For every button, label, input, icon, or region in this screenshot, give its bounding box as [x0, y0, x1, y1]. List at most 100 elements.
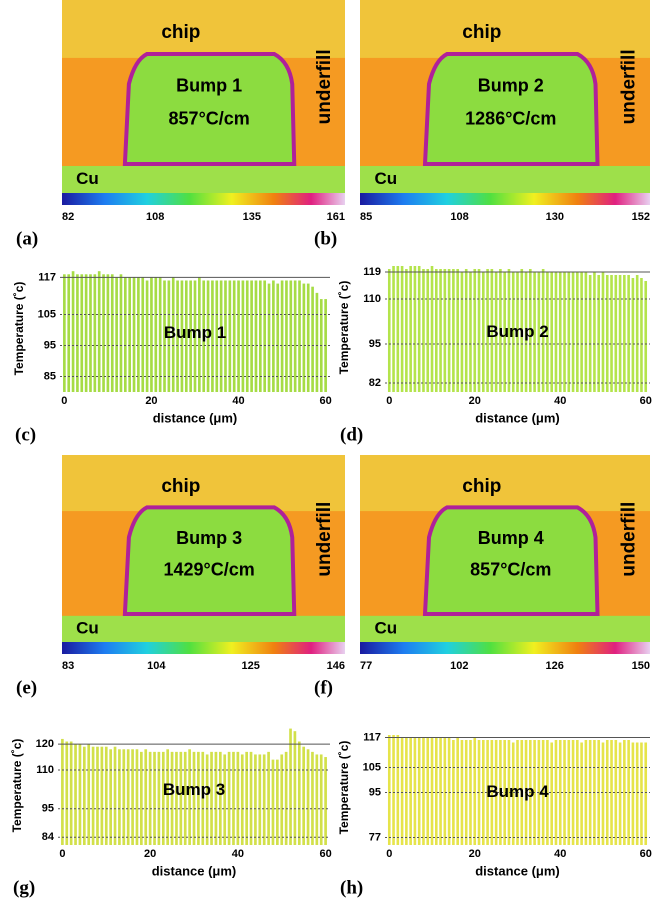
bar — [409, 737, 412, 845]
bar — [78, 744, 82, 845]
bar — [97, 271, 101, 392]
chip-label: chip — [462, 476, 501, 497]
bar — [170, 751, 174, 845]
bar — [635, 742, 639, 845]
bar — [434, 269, 438, 392]
bar — [422, 269, 425, 392]
x-tick-label: 40 — [554, 395, 566, 407]
bar — [494, 272, 498, 392]
bar — [311, 286, 314, 392]
bar — [392, 735, 395, 845]
colorbar-tick-label: 130 — [546, 211, 564, 223]
x-tick-label: 0 — [386, 395, 392, 407]
bar — [576, 272, 579, 392]
bar — [258, 280, 262, 392]
bar — [232, 751, 235, 845]
bar — [61, 738, 64, 845]
colorbar — [62, 642, 345, 654]
cu-layer — [360, 615, 650, 642]
cu-layer — [360, 165, 650, 193]
bar — [529, 269, 532, 392]
bar — [550, 272, 553, 392]
bar — [258, 754, 262, 845]
x-tick-label: 60 — [640, 395, 652, 407]
bar — [293, 731, 297, 845]
bar — [175, 751, 178, 845]
bar — [131, 749, 134, 845]
cu-label: Cu — [76, 169, 99, 188]
bar — [387, 269, 391, 392]
y-tick-label: 119 — [363, 266, 381, 278]
y-tick-label: 85 — [44, 370, 56, 382]
bar — [106, 274, 110, 392]
bar — [422, 737, 425, 845]
bar — [122, 749, 126, 845]
bar — [161, 751, 165, 845]
bar — [409, 266, 412, 392]
bar — [550, 742, 553, 845]
bar — [254, 754, 257, 845]
bar — [198, 277, 201, 392]
underfill-label: underfill — [314, 502, 335, 577]
bar — [302, 746, 306, 845]
bar — [405, 737, 408, 845]
y-tick-label: 95 — [42, 803, 54, 815]
bar — [494, 740, 498, 845]
bar — [141, 277, 145, 392]
bar — [163, 280, 166, 392]
bar — [236, 751, 240, 845]
bar — [434, 737, 438, 845]
bar — [280, 754, 284, 845]
colorbar-tick-label: 146 — [327, 660, 345, 672]
bar — [640, 278, 643, 392]
x-tick-label: 60 — [319, 848, 331, 860]
colorbar-tick-label: 152 — [632, 211, 650, 223]
colorbar-tick-label: 102 — [450, 660, 468, 672]
bar — [554, 740, 558, 845]
bar — [210, 751, 213, 845]
bar — [219, 280, 223, 392]
panel-label: (g) — [13, 877, 35, 898]
x-axis-label: distance (μm) — [152, 863, 237, 878]
cu-layer — [62, 615, 345, 642]
bar — [460, 272, 464, 392]
bar — [297, 741, 301, 845]
bar — [206, 280, 210, 392]
bar — [228, 280, 232, 392]
bar — [387, 735, 391, 845]
x-tick-label: 0 — [61, 395, 67, 407]
bar — [148, 751, 152, 845]
bar — [63, 274, 66, 392]
bar — [249, 751, 253, 845]
x-tick-label: 20 — [469, 848, 481, 860]
bar — [546, 272, 549, 392]
bar — [171, 277, 175, 392]
panel-label: (d) — [340, 424, 363, 445]
colorbar — [360, 642, 650, 654]
x-tick-label: 20 — [144, 848, 156, 860]
panel-label: (f) — [314, 677, 333, 698]
bar — [601, 272, 605, 392]
bar — [201, 751, 205, 845]
x-tick-label: 40 — [232, 395, 244, 407]
y-tick-label: 117 — [38, 271, 56, 283]
bar — [100, 746, 104, 845]
bar — [486, 269, 489, 392]
bar — [315, 292, 319, 392]
bar — [227, 751, 231, 845]
chip-layer — [62, 455, 345, 512]
bar — [443, 269, 447, 392]
bar — [635, 275, 639, 392]
bar — [91, 746, 95, 845]
bump-shape — [122, 52, 297, 167]
bar — [567, 740, 571, 845]
panel-label: (e) — [16, 677, 37, 698]
x-tick-label: 0 — [386, 848, 392, 860]
colorbar-tick-label: 83 — [62, 660, 74, 672]
y-tick-label: 82 — [369, 377, 381, 389]
bump-label: Bump 2 — [478, 76, 544, 96]
bar — [293, 280, 297, 392]
bar — [132, 277, 136, 392]
cu-layer — [62, 165, 345, 193]
